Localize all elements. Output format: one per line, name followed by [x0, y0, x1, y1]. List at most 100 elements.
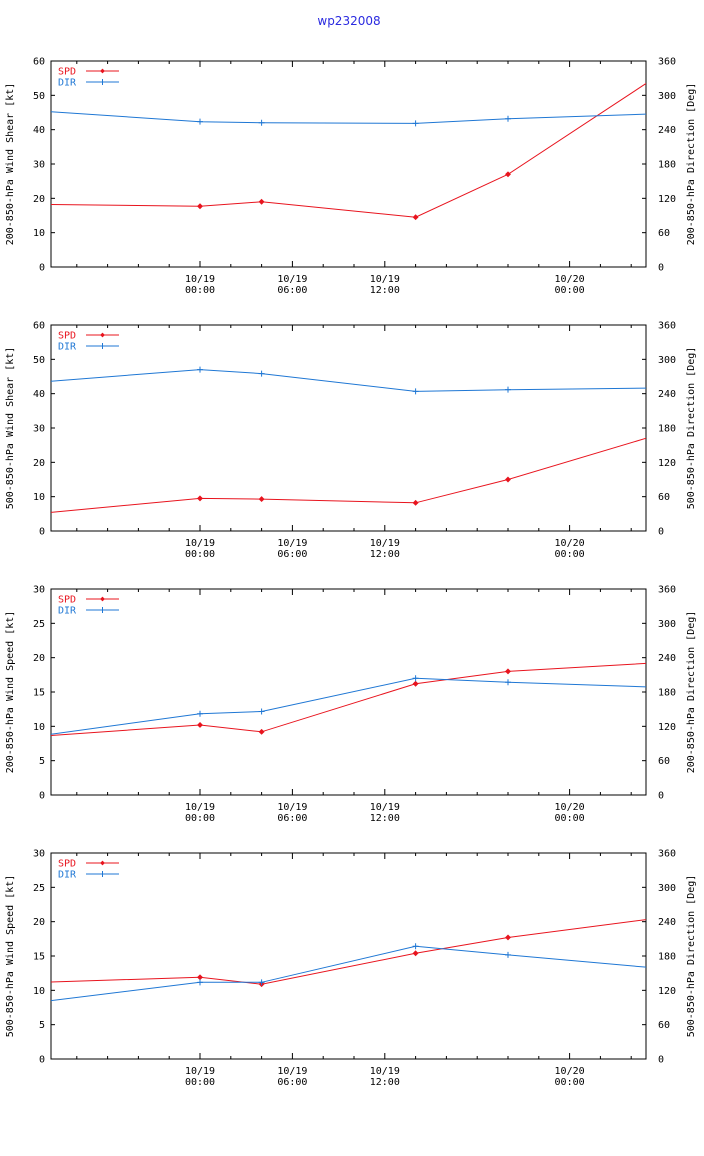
data-point-spd	[505, 668, 511, 675]
legend-marker-spd	[100, 332, 105, 338]
data-point-dir	[258, 708, 265, 715]
y-tick-label-right: 120	[658, 722, 676, 733]
series-spd	[51, 919, 646, 988]
legend-marker-spd	[100, 596, 105, 602]
legend-label-dir: DIR	[58, 606, 77, 617]
x-tick-label-time: 12:00	[370, 813, 400, 824]
data-point-spd	[197, 203, 203, 210]
data-point-dir	[197, 710, 203, 717]
y-tick-label-left: 20	[33, 458, 45, 469]
data-point-dir	[258, 370, 265, 377]
x-tick-label-time: 00:00	[185, 549, 215, 560]
legend-marker-dir	[99, 79, 106, 85]
x-tick-label-time: 12:00	[370, 549, 400, 560]
x-tick-label-date: 10/19	[370, 538, 400, 549]
y-tick-label-right: 240	[658, 917, 676, 928]
x-tick-label-time: 06:00	[277, 1077, 307, 1088]
series-spd	[51, 662, 646, 737]
y-tick-label-left: 10	[33, 492, 45, 503]
x-tick-label-date: 10/20	[555, 538, 585, 549]
x-tick-label-time: 00:00	[555, 1077, 585, 1088]
series-spd	[44, 437, 646, 515]
y-tick-label-left: 10	[33, 228, 45, 239]
legend-label-spd: SPD	[58, 859, 76, 870]
y-axis-label-left: 500-850-hPa Wind Shear [kt]	[5, 347, 16, 510]
data-point-spd	[505, 171, 511, 178]
y-axis-label-right: 500-850-hPa Direction [Deg]	[686, 347, 697, 510]
y-tick-label-left: 30	[33, 424, 45, 435]
data-point-dir	[43, 998, 49, 1004]
data-point-spd	[197, 721, 203, 728]
series-line-dir	[51, 369, 646, 392]
data-point-dir	[258, 979, 265, 986]
data-point-dir	[412, 388, 419, 395]
y-tick-label-right: 180	[658, 160, 676, 171]
legend-marker-dir	[99, 607, 106, 613]
x-tick-label-date: 10/19	[370, 1066, 400, 1077]
data-point-spd	[412, 950, 419, 957]
data-point-spd	[505, 934, 511, 941]
data-point-dir	[505, 679, 511, 686]
x-tick-label-time: 06:00	[277, 285, 307, 296]
data-point-spd	[258, 496, 265, 503]
y-tick-label-left: 30	[33, 849, 45, 860]
y-tick-label-right: 240	[658, 653, 676, 664]
x-tick-label-date: 10/20	[555, 274, 585, 285]
y-tick-label-left: 0	[39, 1055, 45, 1066]
y-tick-label-right: 240	[658, 125, 676, 136]
y-tick-label-left: 5	[39, 756, 45, 767]
y-tick-label-left: 40	[33, 389, 45, 400]
series-dir	[51, 111, 646, 127]
legend-label-spd: SPD	[58, 595, 76, 606]
x-tick-label-date: 10/19	[185, 538, 215, 549]
legend-label-dir: DIR	[58, 78, 77, 89]
y-tick-label-right: 300	[658, 91, 676, 102]
data-point-spd	[44, 510, 49, 515]
plot-frame	[50, 60, 647, 268]
series-line-dir	[51, 677, 646, 735]
data-point-dir	[505, 386, 511, 393]
data-point-dir	[197, 979, 203, 986]
y-tick-label-right: 300	[658, 355, 676, 366]
legend-label-spd: SPD	[58, 331, 76, 342]
series-line-spd	[51, 437, 646, 513]
data-point-dir	[412, 943, 419, 950]
y-tick-label-right: 180	[658, 688, 676, 699]
y-tick-label-right: 240	[658, 389, 676, 400]
y-tick-label-left: 15	[33, 952, 45, 963]
y-tick-label-left: 25	[33, 619, 45, 630]
y-tick-label-left: 25	[33, 883, 45, 894]
series-line-dir	[51, 945, 646, 1002]
x-tick-label-date: 10/20	[555, 802, 585, 813]
legend-label-dir: DIR	[58, 342, 77, 353]
series-line-spd	[51, 82, 646, 218]
series-line-spd	[51, 662, 646, 737]
series-dir	[43, 943, 646, 1004]
y-tick-label-left: 50	[33, 91, 45, 102]
y-tick-label-right: 300	[658, 619, 676, 630]
y-tick-label-left: 0	[39, 527, 45, 538]
data-point-dir	[412, 675, 419, 682]
data-point-spd	[258, 198, 265, 205]
x-tick-label-time: 06:00	[277, 549, 307, 560]
data-point-dir	[43, 379, 49, 385]
data-point-dir	[197, 366, 203, 373]
data-point-spd	[412, 680, 419, 687]
y-axis-label-right: 500-850-hPa Direction [Deg]	[686, 875, 697, 1038]
y-tick-label-left: 20	[33, 194, 45, 205]
data-point-spd	[660, 71, 665, 76]
y-tick-label-right: 0	[658, 791, 664, 802]
legend-label-dir: DIR	[58, 870, 77, 881]
x-tick-label-date: 10/19	[277, 1066, 307, 1077]
x-tick-label-date: 10/19	[185, 1066, 215, 1077]
y-tick-label-left: 30	[33, 585, 45, 596]
x-tick-label-time: 06:00	[277, 813, 307, 824]
y-tick-label-left: 0	[39, 791, 45, 802]
y-tick-label-left: 40	[33, 125, 45, 136]
y-tick-label-right: 0	[658, 527, 664, 538]
y-tick-label-left: 50	[33, 355, 45, 366]
y-tick-label-right: 180	[658, 952, 676, 963]
